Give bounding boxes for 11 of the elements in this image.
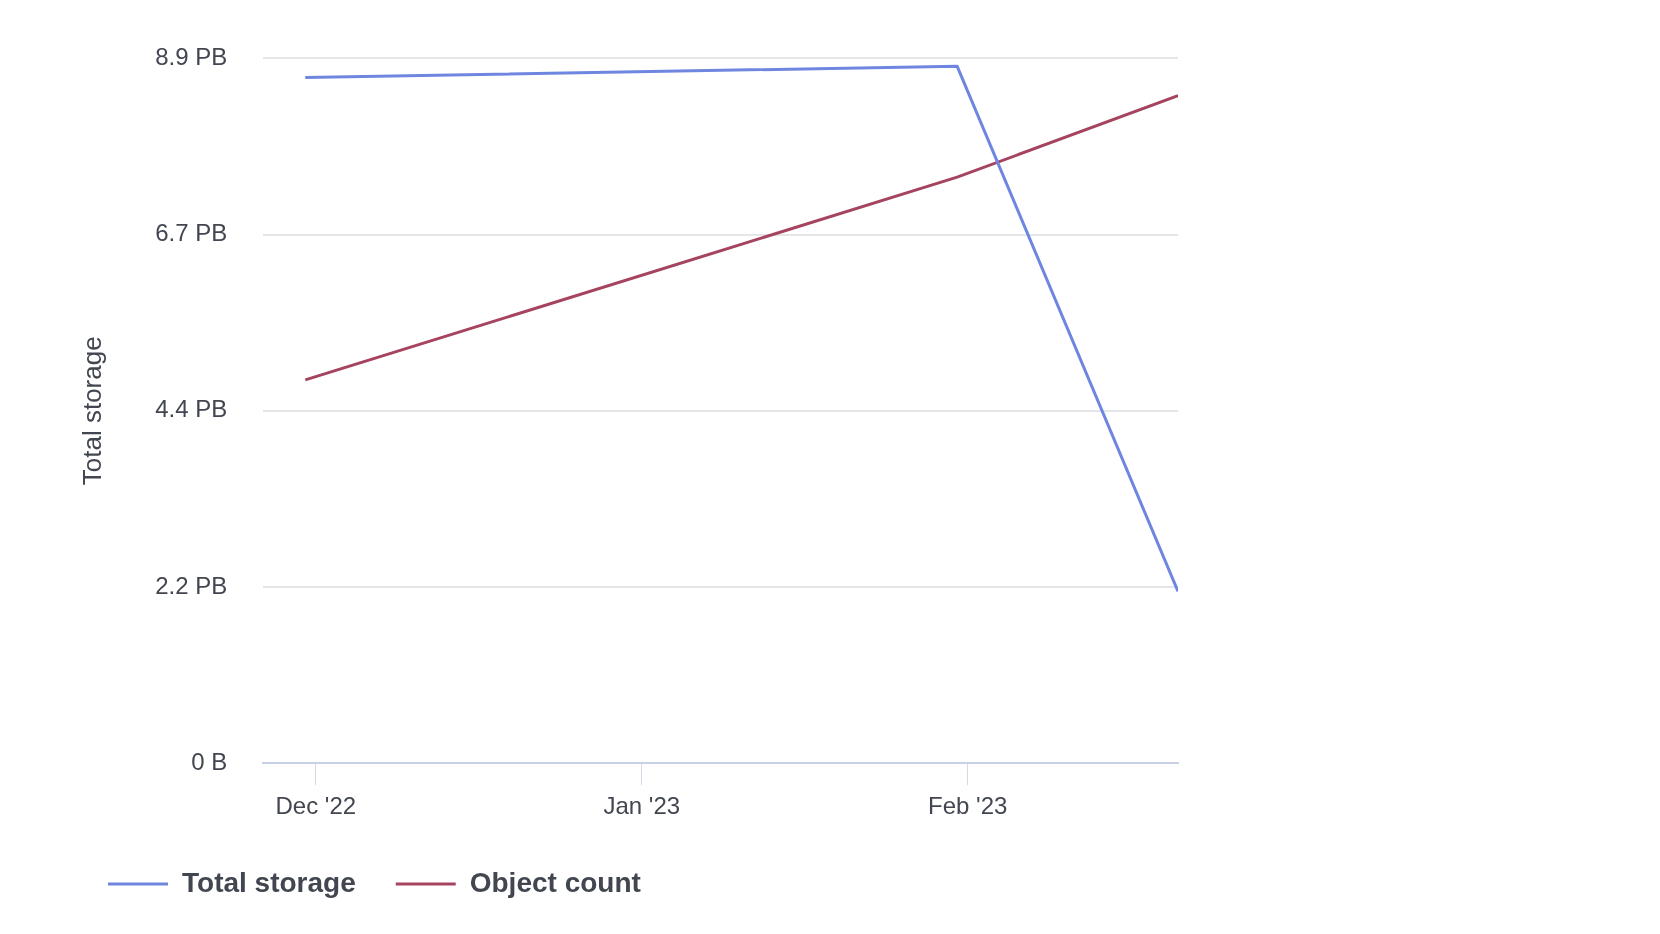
x-tick-label: Dec '22 — [275, 792, 357, 820]
y-tick-label: 0 B — [191, 747, 228, 775]
legend-label: Object count — [469, 866, 641, 898]
y-axis-title: Total storage — [76, 336, 107, 486]
y-tick-label: 8.9 PB — [155, 43, 228, 71]
y-tick-label: 2.2 PB — [155, 571, 228, 599]
y-tick-label: 6.7 PB — [155, 219, 228, 247]
x-tick-label: Jan '23 — [603, 792, 681, 820]
y-tick-label: 4.4 PB — [155, 395, 228, 423]
legend-label: Total storage — [182, 866, 356, 898]
x-tick-label: Feb '23 — [928, 792, 1008, 820]
